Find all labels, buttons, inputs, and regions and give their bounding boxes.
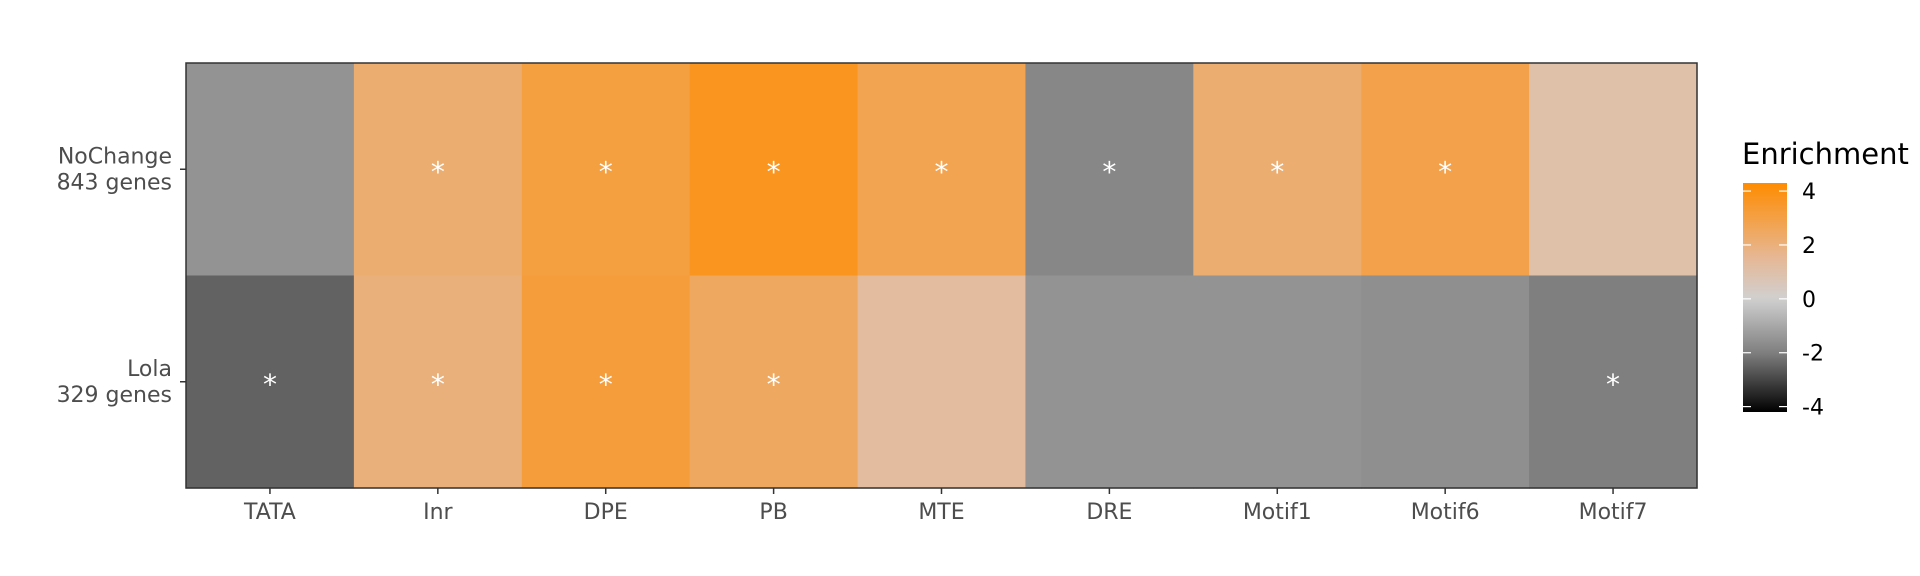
heatmap-cell: [1025, 275, 1194, 489]
heatmap-cell: [1193, 63, 1362, 277]
significance-marker: *: [431, 368, 445, 401]
legend-ticks: 4 2 0 -2 -4: [1743, 180, 1824, 421]
legend-color-bar: [1743, 183, 1787, 412]
legend-tick-label: -4: [1802, 396, 1824, 421]
heatmap-cell: [1025, 63, 1194, 277]
y-tick-label: NoChange 843 genes: [57, 144, 172, 195]
heatmap-cells: [186, 63, 1698, 489]
legend-tick-label: 4: [1802, 180, 1816, 205]
heatmap-cell: [689, 63, 859, 277]
x-tick-label: DPE: [584, 500, 628, 525]
x-tick-label: TATA: [243, 500, 296, 525]
y-tick-label: Lola 329 genes: [57, 357, 172, 408]
heatmap-cell: [521, 275, 691, 489]
significance-markers: * * * * * * * * * * * *: [263, 155, 1620, 401]
x-tick-label: Motif1: [1243, 500, 1312, 525]
heatmap-cell: [186, 63, 355, 277]
legend-tick-label: -2: [1802, 342, 1824, 367]
significance-marker: *: [935, 155, 949, 188]
heatmap-cell: [857, 63, 1027, 277]
heatmap-cell: [521, 63, 691, 277]
heatmap-cell: [1193, 275, 1362, 489]
significance-marker: *: [263, 368, 277, 401]
y-axis: NoChange 843 genes Lola 329 genes: [57, 144, 186, 408]
significance-marker: *: [599, 368, 613, 401]
heatmap-cell: [1529, 63, 1698, 277]
significance-marker: *: [599, 155, 613, 188]
x-tick-label: DRE: [1086, 500, 1132, 525]
heatmap-cell: [1361, 275, 1530, 489]
legend-tick-label: 0: [1802, 288, 1816, 313]
x-axis: TATA Inr DPE PB MTE DRE Motif1 Motif6 Motif7: [243, 488, 1648, 525]
significance-marker: *: [1102, 155, 1116, 188]
significance-marker: *: [1270, 155, 1284, 188]
heatmap-cell: [353, 63, 523, 277]
significance-marker: *: [767, 368, 781, 401]
heatmap-cell: [353, 275, 523, 489]
legend-title: Enrichment: [1742, 137, 1909, 171]
x-tick-label: Inr: [423, 500, 453, 525]
significance-marker: *: [1606, 368, 1620, 401]
significance-marker: *: [431, 155, 445, 188]
x-tick-label: MTE: [918, 500, 964, 525]
heatmap-cell: [1529, 275, 1698, 489]
heatmap-cell: [186, 275, 355, 489]
x-tick-label: Motif6: [1411, 500, 1480, 525]
legend-tick-label: 2: [1802, 234, 1816, 259]
heatmap-cell: [689, 275, 859, 489]
significance-marker: *: [767, 155, 781, 188]
significance-marker: *: [1438, 155, 1452, 188]
heatmap-cell: [1361, 63, 1530, 277]
x-tick-label: Motif7: [1579, 500, 1648, 525]
x-tick-label: PB: [759, 500, 787, 525]
heatmap-cell: [857, 275, 1027, 489]
legend: Enrichment 4 2 0 -2 -4: [1742, 137, 1909, 421]
